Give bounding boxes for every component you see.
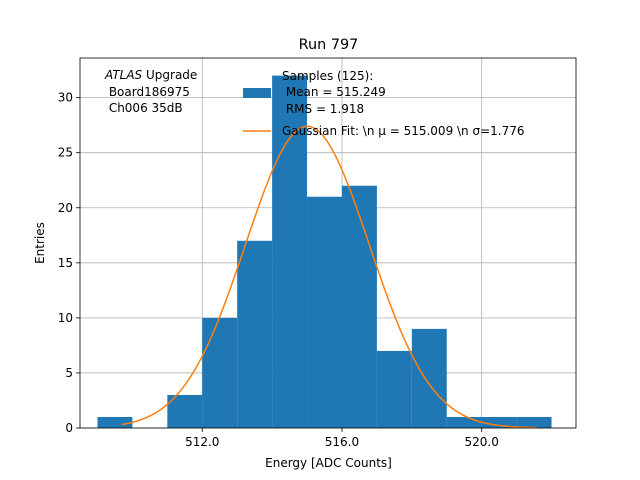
y-tick-label: 20 xyxy=(58,201,73,215)
x-tick-label: 512.0 xyxy=(185,435,219,449)
histogram-bar xyxy=(237,240,273,428)
annotation-channel: Ch006 35dB xyxy=(105,101,183,115)
y-tick-label: 25 xyxy=(58,146,73,160)
legend-samples-label: Samples (125): xyxy=(282,69,373,83)
annotation-line-1: ATLAS Upgrade xyxy=(104,68,197,82)
legend-fit-label: Gaussian Fit: \n μ = 515.009 \n σ=1.776 xyxy=(282,124,525,138)
legend: Samples (125): Mean = 515.249 RMS = 1.91… xyxy=(243,69,525,138)
plot-frame xyxy=(79,57,577,429)
legend-histogram-swatch xyxy=(243,88,271,98)
upgrade-label: Upgrade xyxy=(142,68,197,82)
atlas-label: ATLAS xyxy=(104,68,143,82)
gaussian-fit-line xyxy=(121,125,538,429)
histogram-bar xyxy=(481,416,517,428)
chart-title: Run 797 xyxy=(299,37,359,53)
y-tick-label: 5 xyxy=(65,366,73,380)
histogram-bar xyxy=(411,328,447,428)
legend-mean-label: Mean = 515.249 xyxy=(282,85,386,99)
histogram-bar xyxy=(376,350,412,428)
histogram-bars xyxy=(97,75,552,428)
histogram-bar xyxy=(202,317,238,428)
y-tick-label: 15 xyxy=(58,256,73,270)
x-axis-label: Energy [ADC Counts] xyxy=(265,456,392,470)
y-axis-label: Entries xyxy=(33,222,47,264)
histogram-bar xyxy=(272,75,308,428)
x-axis-ticks: 512.0 516.0 520.0 xyxy=(185,428,499,449)
y-tick-label: 10 xyxy=(58,311,73,325)
y-tick-label: 0 xyxy=(65,421,73,435)
x-tick-label: 516.0 xyxy=(325,435,359,449)
histogram-bar xyxy=(516,416,552,428)
annotation-board: Board186975 xyxy=(105,85,190,99)
atlas-annotation: ATLAS Upgrade Board186975 Ch006 35dB xyxy=(104,68,197,115)
histogram-bar xyxy=(341,185,377,428)
histogram-bar xyxy=(97,416,133,428)
y-axis-ticks: 0 5 10 15 20 25 30 xyxy=(58,91,80,435)
histogram-bar xyxy=(446,416,482,428)
legend-rms-label: RMS = 1.918 xyxy=(282,102,364,116)
y-tick-label: 30 xyxy=(58,91,73,105)
histogram-bar xyxy=(167,394,203,428)
x-tick-label: 520.0 xyxy=(465,435,499,449)
histogram-bar xyxy=(307,196,342,428)
